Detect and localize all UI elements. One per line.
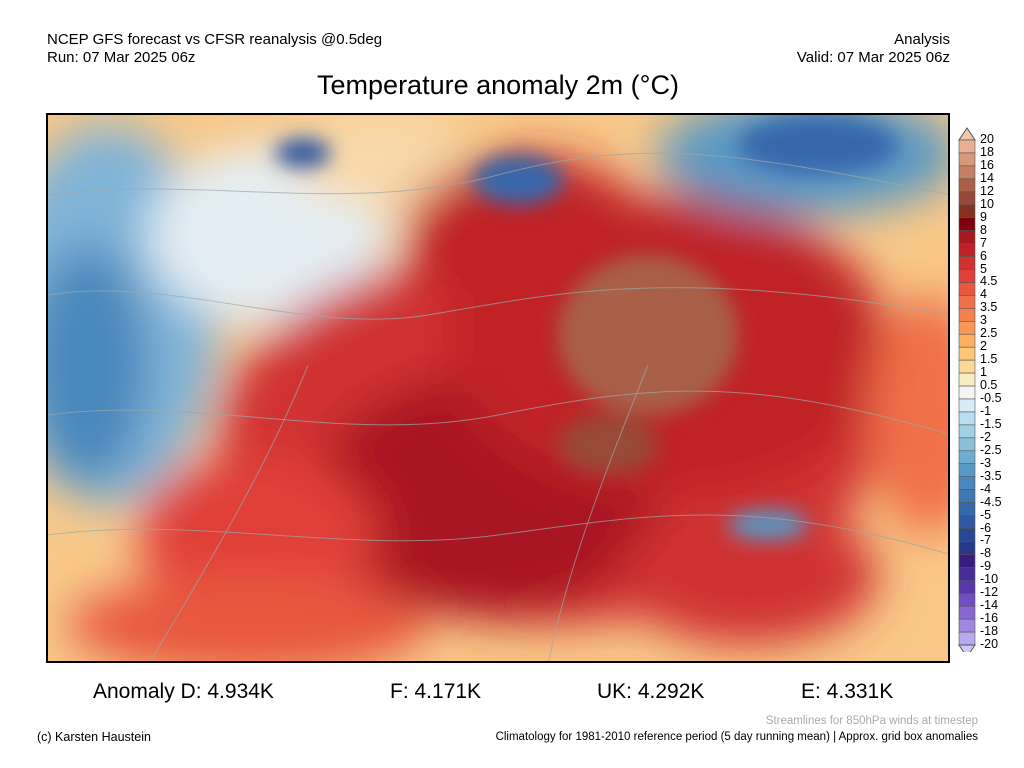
colorbar-label: 18 <box>980 144 994 159</box>
colorbar-label: -20 <box>980 637 999 652</box>
colorbar-label: 8 <box>980 222 987 237</box>
colorbar-bin <box>958 152 976 167</box>
colorbar-label: -16 <box>980 611 999 626</box>
colorbar-bin <box>958 178 976 193</box>
colorbar-label: 4 <box>980 287 987 302</box>
colorbar-label: -12 <box>980 585 999 600</box>
colorbar-bin <box>958 269 976 283</box>
colorbar-bin <box>958 411 976 426</box>
colorbar-label: -18 <box>980 624 999 639</box>
colorbar-bin <box>958 321 976 335</box>
colorbar-bin <box>958 437 976 452</box>
colorbar-label: 6 <box>980 248 987 263</box>
colorbar-label: 3.5 <box>980 300 998 315</box>
colorbar-bin <box>958 502 976 516</box>
colorbar-bin <box>958 541 976 555</box>
colorbar-bin <box>958 191 976 206</box>
colorbar-bin <box>958 592 976 607</box>
colorbar-bin <box>958 385 976 400</box>
colorbar-bin <box>958 256 976 270</box>
colorbar-label: 14 <box>980 170 994 185</box>
copyright: (c) Karsten Haustein <box>37 730 151 744</box>
colorbar-swatches <box>958 127 976 652</box>
colorbar-bin <box>958 489 976 503</box>
colorbar-label: 1 <box>980 365 987 380</box>
colorbar-bin <box>958 618 976 633</box>
climatology-note: Climatology for 1981-2010 reference peri… <box>495 731 978 743</box>
model-description: NCEP GFS forecast vs CFSR reanalysis @0.… <box>47 31 383 48</box>
anomaly-spain: E: 4.331K <box>801 680 894 703</box>
colorbar-bin <box>958 515 976 529</box>
colorbar-label: -6 <box>980 520 992 535</box>
colorbar-label: -2.5 <box>980 442 1002 457</box>
streamlines <box>48 152 948 661</box>
colorbar-bin <box>958 295 976 309</box>
colorbar-bin <box>958 567 976 581</box>
colorbar-bin <box>958 243 976 257</box>
colorbar-label: 10 <box>980 196 994 211</box>
colorbar-label: -9 <box>980 559 992 574</box>
anomaly-germany: Anomaly D: 4.934K <box>93 680 274 703</box>
colorbar-label: 3 <box>980 313 987 328</box>
colorbar-label: -7 <box>980 533 992 548</box>
temperature-anomaly-map <box>46 113 950 663</box>
colorbar-label: 5 <box>980 261 987 276</box>
colorbar-bin <box>958 346 976 361</box>
anomaly-uk: UK: 4.292K <box>597 680 705 703</box>
colorbar-label: -14 <box>980 598 999 613</box>
colorbar-bin <box>958 605 976 620</box>
colorbar-bin <box>958 230 976 244</box>
colorbar-label: -1.5 <box>980 416 1002 431</box>
colorbar-bin <box>958 579 976 594</box>
colorbar-bin <box>958 204 976 218</box>
colorbar-bin <box>958 139 976 154</box>
colorbar-bottom-triangle <box>958 644 976 652</box>
colorbar-bin <box>958 217 976 231</box>
colorbar-bin <box>958 282 976 296</box>
colorbar-label: -3 <box>980 455 992 470</box>
colorbar-bin <box>958 554 976 568</box>
colorbar-bin <box>958 333 976 348</box>
colorbar-label: -10 <box>980 572 999 587</box>
analysis-label: Analysis <box>894 31 950 48</box>
anomaly-field <box>48 115 948 661</box>
colorbar-label: 2 <box>980 339 987 354</box>
colorbar-label: 12 <box>980 183 994 198</box>
colorbar-bin <box>958 372 976 387</box>
colorbar-bin <box>958 476 976 490</box>
colorbar-label: -5 <box>980 507 992 522</box>
valid-time: Valid: 07 Mar 2025 06z <box>796 49 950 66</box>
colorbar-label: 1.5 <box>980 352 998 367</box>
colorbar-label: -8 <box>980 546 992 561</box>
colorbar-bin <box>958 463 976 477</box>
colorbar-label: 2.5 <box>980 326 998 341</box>
colorbar-label: 20 <box>980 132 994 146</box>
map-title: Temperature anomaly 2m (°C) <box>317 70 679 100</box>
colorbar-label: 9 <box>980 209 987 224</box>
colorbar-label: -2 <box>980 429 992 444</box>
colorbar-label: 0.5 <box>980 378 998 393</box>
colorbar-label: -4 <box>980 481 992 496</box>
colorbar-label: 4.5 <box>980 274 998 289</box>
colorbar-bin <box>958 165 976 180</box>
streamlines-note: Streamlines for 850hPa winds at timestep <box>765 715 978 727</box>
colorbar-bin <box>958 424 976 439</box>
colorbar-label: 16 <box>980 157 994 172</box>
run-time: Run: 07 Mar 2025 06z <box>47 49 196 66</box>
colorbar-label: -1 <box>980 403 992 418</box>
colorbar-label: -3.5 <box>980 468 1002 483</box>
colorbar-label: -4.5 <box>980 494 1002 509</box>
colorbar-label: 7 <box>980 235 987 250</box>
colorbar-bin <box>958 450 976 465</box>
colorbar-bin <box>958 308 976 322</box>
colorbar-label: -0.5 <box>980 391 1002 405</box>
colorbar-bin <box>958 359 976 374</box>
colorbar-top-triangle <box>958 127 976 141</box>
anomaly-france: F: 4.171K <box>390 680 482 703</box>
colorbar-bin <box>958 398 976 413</box>
colorbar-bin <box>958 631 976 646</box>
colorbar-bin <box>958 528 976 542</box>
